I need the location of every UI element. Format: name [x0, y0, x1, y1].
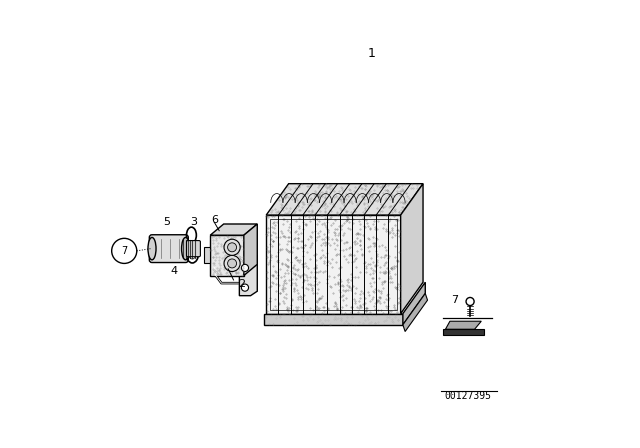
- Polygon shape: [403, 282, 425, 325]
- Circle shape: [224, 239, 240, 255]
- Polygon shape: [445, 321, 481, 329]
- Polygon shape: [210, 235, 244, 276]
- Circle shape: [228, 243, 237, 252]
- Text: 7: 7: [121, 246, 127, 256]
- Polygon shape: [244, 224, 257, 276]
- Polygon shape: [204, 247, 210, 263]
- Polygon shape: [443, 329, 484, 335]
- Polygon shape: [401, 184, 423, 314]
- Circle shape: [224, 255, 240, 271]
- Polygon shape: [264, 314, 403, 325]
- Text: 00127395: 00127395: [444, 392, 492, 401]
- Text: 2: 2: [238, 280, 245, 289]
- FancyBboxPatch shape: [186, 241, 200, 257]
- FancyBboxPatch shape: [149, 235, 188, 263]
- Polygon shape: [266, 184, 423, 215]
- Text: 7: 7: [451, 295, 458, 305]
- Circle shape: [241, 264, 248, 271]
- Text: 1: 1: [367, 47, 376, 60]
- Polygon shape: [210, 224, 257, 235]
- Text: 3: 3: [190, 217, 197, 227]
- Polygon shape: [239, 255, 257, 296]
- Polygon shape: [403, 293, 428, 332]
- Text: 6: 6: [211, 215, 218, 224]
- Ellipse shape: [148, 237, 156, 260]
- Ellipse shape: [182, 237, 189, 260]
- Text: 5: 5: [163, 217, 170, 227]
- Text: 4: 4: [171, 266, 178, 276]
- Circle shape: [228, 259, 237, 268]
- Polygon shape: [266, 215, 401, 314]
- Circle shape: [241, 284, 248, 291]
